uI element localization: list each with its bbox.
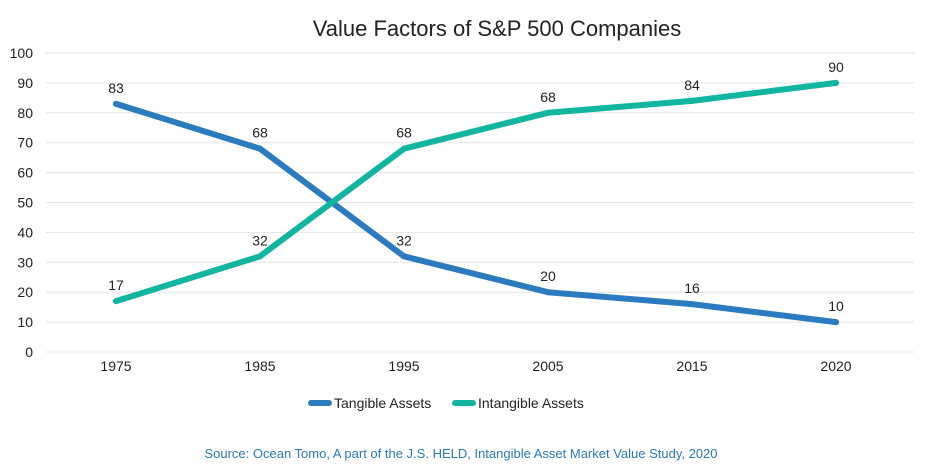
series-layer [113, 79, 839, 326]
y-tick-label: 30 [17, 254, 33, 270]
grid-layer [46, 52, 914, 353]
y-tick-label: 50 [17, 195, 33, 211]
x-axis-ticks: 1975 1985 1995 2005 2015 2020 [100, 358, 851, 374]
data-label: 20 [540, 268, 556, 284]
intangible-assets-point [545, 109, 551, 116]
data-label: 68 [252, 125, 268, 141]
data-label: 16 [684, 280, 700, 296]
data-label: 83 [108, 80, 124, 96]
chart-title: Value Factors of S&P 500 Companies [313, 16, 682, 41]
source-link[interactable]: Source: Ocean Tomo, A part of the J.S. H… [204, 446, 717, 461]
tangible-assets-point [545, 289, 551, 296]
data-label: 32 [252, 232, 268, 248]
tangible-assets-point [689, 301, 695, 308]
x-tick-label: 2015 [676, 358, 707, 374]
data-label: 32 [396, 232, 412, 248]
tangible-assets-point [113, 100, 119, 107]
intangible-assets-point [257, 253, 263, 260]
tangible-assets-point [257, 145, 263, 152]
data-label: 68 [396, 125, 412, 141]
y-tick-label: 0 [25, 344, 33, 360]
intangible-assets-line [113, 79, 839, 305]
y-tick-label: 40 [17, 224, 33, 240]
data-label: 84 [684, 77, 700, 93]
intangible-assets-point [113, 298, 119, 305]
legend-label-intangible-assets: Intangible Assets [478, 395, 584, 411]
x-tick-label: 2020 [820, 358, 851, 374]
y-tick-label: 90 [17, 75, 33, 91]
intangible-assets-point [689, 97, 695, 104]
y-tick-label: 10 [17, 314, 33, 330]
y-tick-label: 70 [17, 135, 33, 151]
intangible-assets-point [401, 145, 407, 152]
data-labels: 83 68 32 20 16 10 17 32 68 68 84 90 [108, 59, 844, 314]
y-axis-ticks: 0 10 20 30 40 50 60 70 80 90 100 [10, 45, 34, 360]
y-tick-label: 60 [17, 165, 33, 181]
legend: Tangible Assets Intangible Assets [308, 395, 584, 411]
y-tick-label: 20 [17, 284, 33, 300]
x-tick-label: 1985 [244, 358, 275, 374]
data-label: 17 [108, 277, 124, 293]
x-tick-label: 2005 [532, 358, 563, 374]
intangible-assets-point [833, 79, 839, 86]
y-tick-label: 100 [10, 45, 34, 61]
data-label: 68 [540, 89, 556, 105]
tangible-assets-line [113, 100, 839, 326]
data-label: 90 [828, 59, 844, 75]
y-tick-label: 80 [17, 105, 33, 121]
tangible-assets-point [401, 253, 407, 260]
x-tick-label: 1995 [388, 358, 419, 374]
x-tick-label: 1975 [100, 358, 131, 374]
data-label: 10 [828, 298, 844, 314]
legend-label-tangible-assets: Tangible Assets [334, 395, 431, 411]
tangible-assets-point [833, 319, 839, 326]
